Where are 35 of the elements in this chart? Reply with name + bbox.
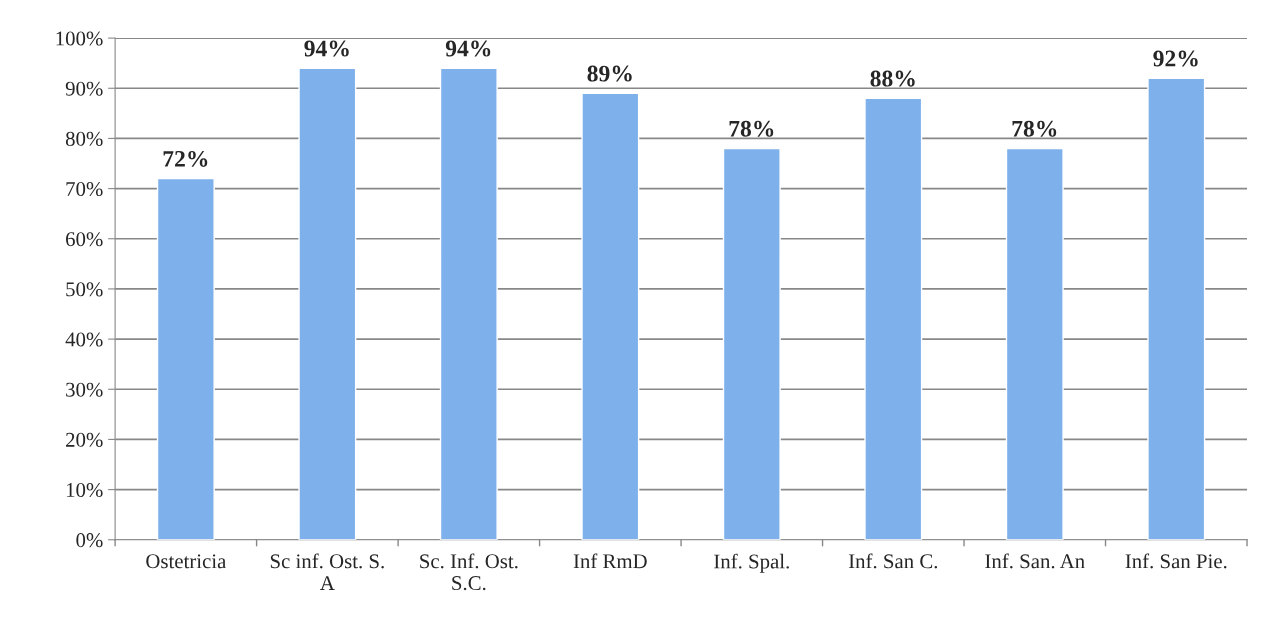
- data-label: 89%: [587, 65, 632, 82]
- x-tick-label: Inf RmD: [573, 553, 647, 569]
- bar: [156, 177, 215, 540]
- y-tick-label: 100%: [56, 31, 103, 46]
- y-tick-label: 80%: [65, 131, 103, 146]
- y-tick-label: 30%: [66, 382, 103, 397]
- y-tick-label: 90%: [65, 81, 103, 96]
- bar: [581, 92, 640, 540]
- data-label: 92%: [1153, 50, 1198, 67]
- y-tick-label: 0%: [76, 533, 103, 548]
- data-label: 94%: [445, 40, 491, 57]
- data-label: 88%: [870, 70, 915, 87]
- bar: [1005, 147, 1064, 540]
- bar: [298, 67, 357, 540]
- bar: [722, 147, 781, 540]
- bar: [864, 97, 923, 540]
- y-tick-label: 50%: [66, 282, 103, 297]
- x-tick-label: Inf. Spal.: [714, 553, 789, 573]
- data-label: 94%: [304, 40, 349, 57]
- x-tick-label: Ostetricia: [146, 554, 227, 569]
- x-tick-label: Inf. San. An: [985, 553, 1085, 569]
- x-tick-label: Sc inf. Ost. S. A: [270, 553, 384, 590]
- x-tick-label: Inf. San C.: [848, 553, 938, 569]
- y-tick-label: 20%: [66, 432, 103, 447]
- data-label: 78%: [729, 120, 774, 137]
- y-tick-label: 70%: [66, 181, 103, 197]
- x-tick-label: Sc. Inf. Ost. S.C.: [420, 553, 518, 591]
- bar: [1147, 77, 1206, 540]
- x-tick-label: Inf. San Pie.: [1125, 553, 1227, 569]
- data-label: 72%: [163, 150, 208, 167]
- y-tick-label: 40%: [65, 332, 103, 347]
- y-tick-label: 10%: [66, 482, 103, 498]
- bar: [439, 67, 498, 540]
- data-label: 78%: [1012, 120, 1057, 137]
- y-tick-label: 60%: [66, 232, 103, 247]
